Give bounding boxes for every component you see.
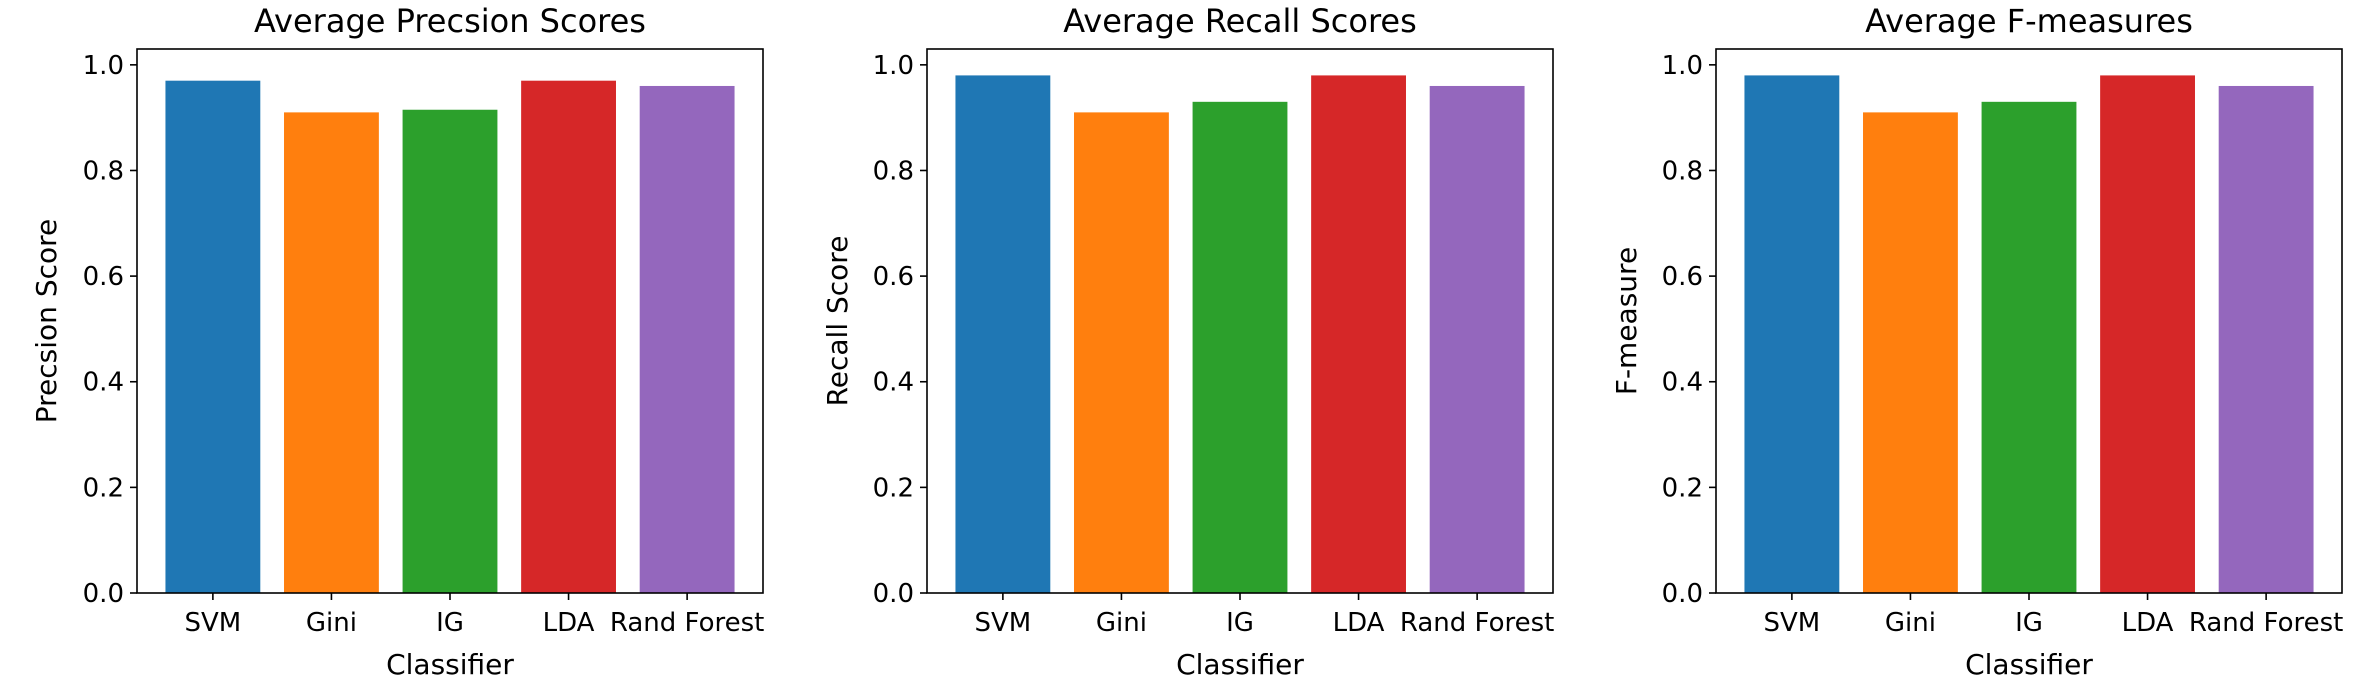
x-tick-label: LDA [2122,608,2174,638]
y-tick-label: 0.4 [83,368,124,398]
chart-f-measure: Average F-measures F-measure Classifier … [1610,2,2343,681]
bar-rand-forest [2218,85,2314,593]
y-tick-label: 0.2 [83,473,124,503]
y-tick-label: 1.0 [873,51,914,81]
bar-gini [284,112,379,594]
chart-title: Average Precsion Scores [254,2,646,40]
x-tick-label: SVM [975,608,1032,638]
y-tick-label: 0.0 [83,579,124,609]
y-tick-label: 0.8 [873,156,914,186]
x-tick-label: SVM [185,608,242,638]
bar-lda [1311,75,1406,593]
x-tick-label: Rand Forest [2189,608,2343,638]
x-axis-label: Classifier [1176,648,1304,681]
bar-rand-forest [1429,85,1525,593]
chart-title: Average Recall Scores [1063,2,1417,40]
y-tick-label: 1.0 [1662,51,1703,81]
y-tick-label: 0.4 [1662,368,1703,398]
x-tick-label: IG [1226,608,1254,638]
bar-lda [2100,75,2195,593]
y-tick-label: 0.2 [1662,473,1703,503]
x-tick-label: Rand Forest [1400,608,1554,638]
y-axis-label: Precsion Score [30,219,63,423]
bar-svm [1744,75,1840,593]
y-axis-label: F-measure [1610,247,1643,395]
y-axis-label: Recall Score [821,236,854,407]
x-tick-label: Gini [1885,608,1936,638]
y-tick-label: 0.8 [1662,156,1703,186]
y-tick-label: 1.0 [83,51,124,81]
x-tick-label: LDA [1333,608,1385,638]
x-axis-label: Classifier [1965,648,2093,681]
bar-svm [165,80,261,593]
y-tick-label: 0.2 [873,473,914,503]
bar-gini [1074,112,1169,594]
x-tick-label: LDA [543,608,595,638]
y-tick-label: 0.6 [1662,262,1703,292]
bar-svm [955,75,1051,593]
y-tick-label: 0.4 [873,368,914,398]
x-axis-label: Classifier [386,648,514,681]
bar-rand-forest [639,85,735,593]
bar-ig [1192,101,1288,593]
x-tick-label: Rand Forest [610,608,764,638]
y-tick-label: 0.6 [873,262,914,292]
y-tick-label: 0.0 [873,579,914,609]
y-tick-label: 0.6 [83,262,124,292]
chart-recall: Average Recall Scores Recall Score Class… [821,2,1554,681]
bar-lda [521,80,616,593]
bar-ig [402,109,498,594]
x-tick-label: IG [2015,608,2043,638]
bar-ig [1981,101,2077,593]
x-tick-label: IG [436,608,464,638]
chart-title: Average F-measures [1865,2,2193,40]
x-tick-label: Gini [306,608,357,638]
y-tick-label: 0.0 [1662,579,1703,609]
y-tick-label: 0.8 [83,156,124,186]
chart-precision: Average Precsion Scores Precsion Score C… [30,2,764,681]
x-tick-label: SVM [1764,608,1821,638]
x-tick-label: Gini [1096,608,1147,638]
bar-gini [1863,112,1958,594]
